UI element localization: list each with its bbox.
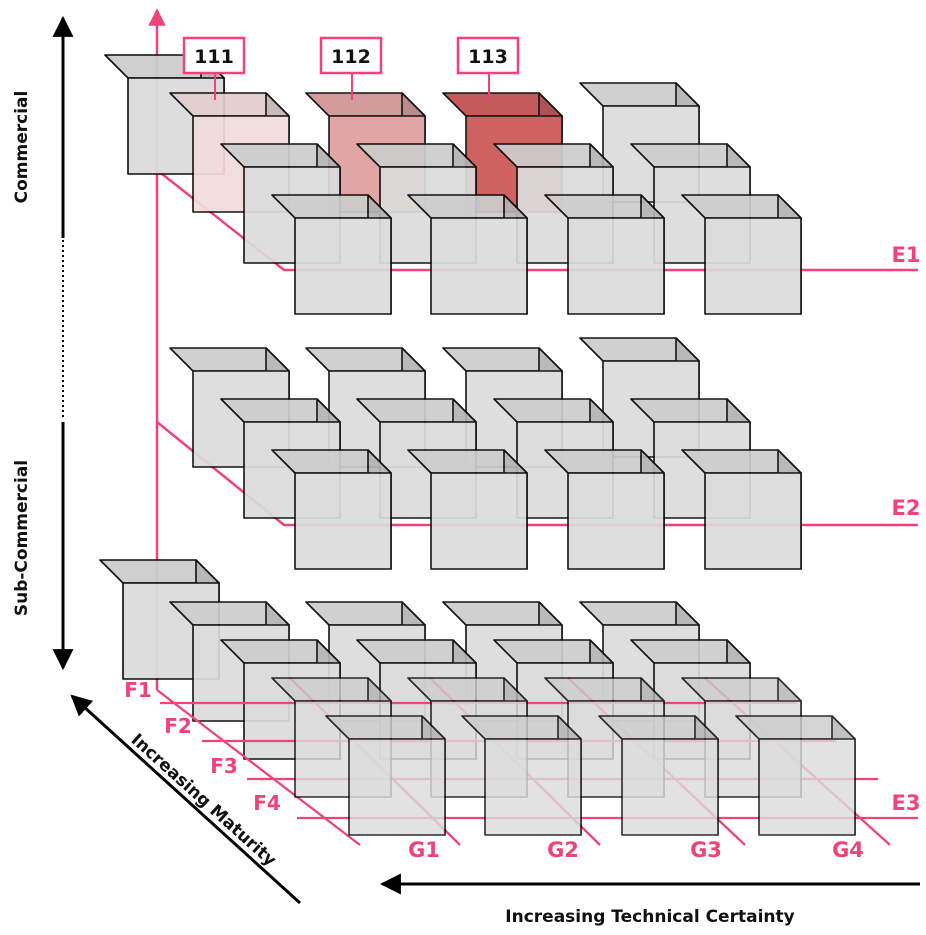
column-label-g3: G3 — [690, 838, 722, 862]
callout-label-113: 113 — [468, 46, 508, 68]
cube-e3-r4-c1 — [325, 715, 446, 836]
callout-113: 113 — [456, 36, 520, 100]
increasing-technical-certainty-label: Increasing Technical Certainty — [505, 907, 794, 927]
column-label-g4: G4 — [832, 838, 864, 862]
layer-label-e2: E2 — [892, 496, 921, 520]
cube-front-face — [704, 217, 802, 315]
cube-front-face — [567, 472, 665, 570]
cube-front-face — [430, 217, 528, 315]
callout-label-111: 111 — [194, 46, 234, 68]
layer-label-e3: E3 — [892, 791, 921, 815]
cube-e2-r3-c2 — [407, 449, 528, 570]
cube-front-face — [484, 738, 582, 836]
cube-e3-r4-c4 — [735, 715, 856, 836]
callout-112: 112 — [319, 36, 383, 100]
sub-commercial-label: Sub-Commercial — [12, 460, 32, 616]
column-label-g2: G2 — [547, 838, 579, 862]
cube-e1-r3-c2 — [407, 194, 528, 315]
cube-front-face — [567, 217, 665, 315]
row-label-f4: F4 — [253, 791, 281, 815]
cube-front-face — [430, 472, 528, 570]
row-label-f2: F2 — [164, 714, 192, 738]
cube-front-face — [621, 738, 719, 836]
row-label-f3: F3 — [210, 754, 238, 778]
cube-front-face — [704, 472, 802, 570]
cube-e3-r4-c2 — [461, 715, 582, 836]
callout-111: 111 — [182, 36, 246, 100]
commercial-label: Commercial — [12, 91, 32, 204]
column-label-g1: G1 — [408, 838, 440, 862]
cube-grid-front — [271, 677, 856, 836]
cube-e2-r3-c1 — [271, 449, 392, 570]
cube-e3-r4-c3 — [598, 715, 719, 836]
row-label-f1: F1 — [124, 678, 152, 702]
cube-front-face — [758, 738, 856, 836]
cube-front-face — [294, 217, 392, 315]
cube-front-face — [294, 472, 392, 570]
cube-front-face — [348, 738, 446, 836]
layer-label-e1: E1 — [892, 243, 921, 267]
cube-e1-r3-c4 — [681, 194, 802, 315]
cube-e2-r3-c3 — [544, 449, 665, 570]
callout-label-112: 112 — [331, 46, 371, 68]
cube-grid-back — [99, 54, 802, 760]
maturity-arrow — [70, 694, 302, 905]
grid-diagonal-main — [156, 689, 361, 846]
cube-e1-r3-c3 — [544, 194, 665, 315]
cube-e1-r3-c1 — [271, 194, 392, 315]
cube-e2-r3-c4 — [681, 449, 802, 570]
